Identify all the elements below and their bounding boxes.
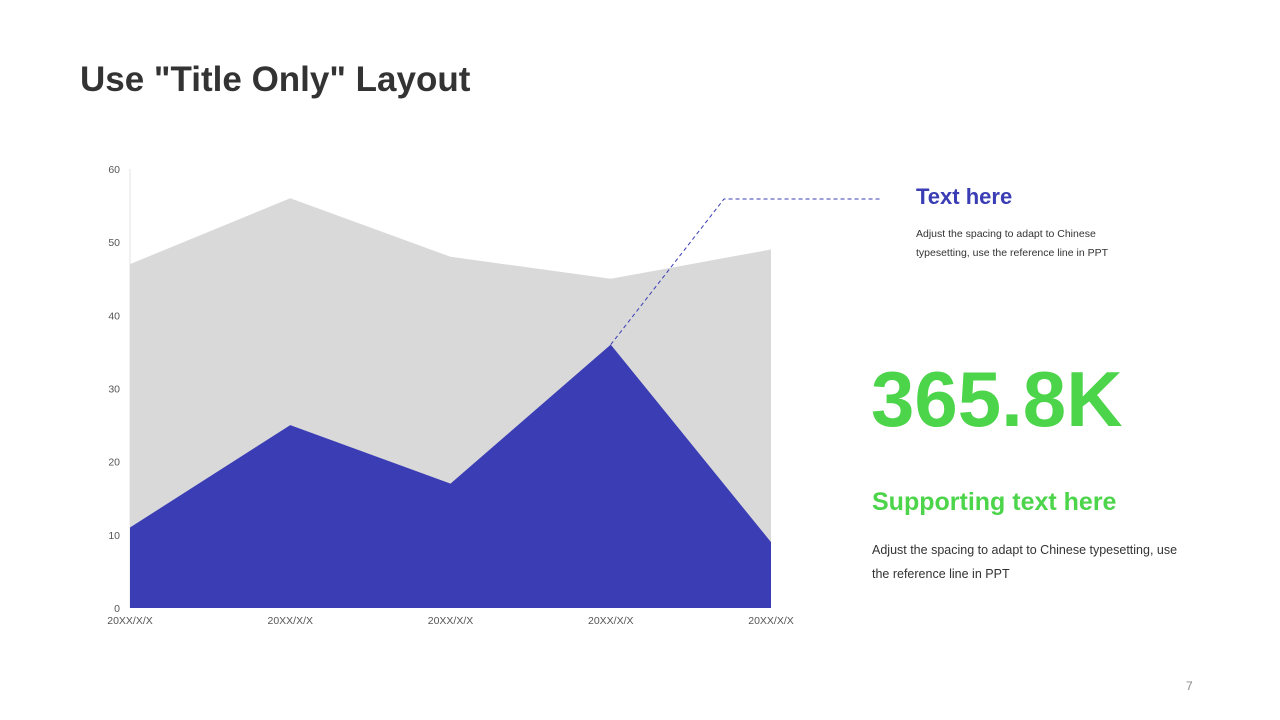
- highlight-value: 365.8K: [871, 355, 1123, 443]
- callout-heading: Text here: [916, 184, 1013, 209]
- y-tick-label: 10: [108, 530, 120, 542]
- x-tick-label: 20XX/X/X: [428, 615, 474, 627]
- supporting-body: Adjust the spacing to adapt to Chinese t…: [872, 543, 1178, 581]
- y-tick-label: 30: [108, 384, 120, 396]
- x-tick-label: 20XX/X/X: [748, 615, 794, 627]
- supporting-heading: Supporting text here: [872, 488, 1117, 516]
- callout-body: Adjust the spacing to adapt to Chinese t…: [916, 228, 1109, 259]
- slide-title: Use "Title Only" Layout: [80, 60, 471, 99]
- x-tick-label: 20XX/X/X: [107, 615, 153, 627]
- y-tick-label: 20: [108, 457, 120, 469]
- y-tick-label: 60: [108, 164, 120, 176]
- area-series-1: [130, 344, 771, 608]
- x-tick-label: 20XX/X/X: [588, 615, 634, 627]
- x-tick-label: 20XX/X/X: [267, 615, 313, 627]
- y-tick-label: 0: [114, 603, 120, 615]
- page-number: 7: [1186, 679, 1193, 693]
- callout-leader-line: [610, 198, 882, 345]
- y-tick-label: 40: [108, 310, 120, 322]
- y-tick-label: 50: [108, 237, 120, 249]
